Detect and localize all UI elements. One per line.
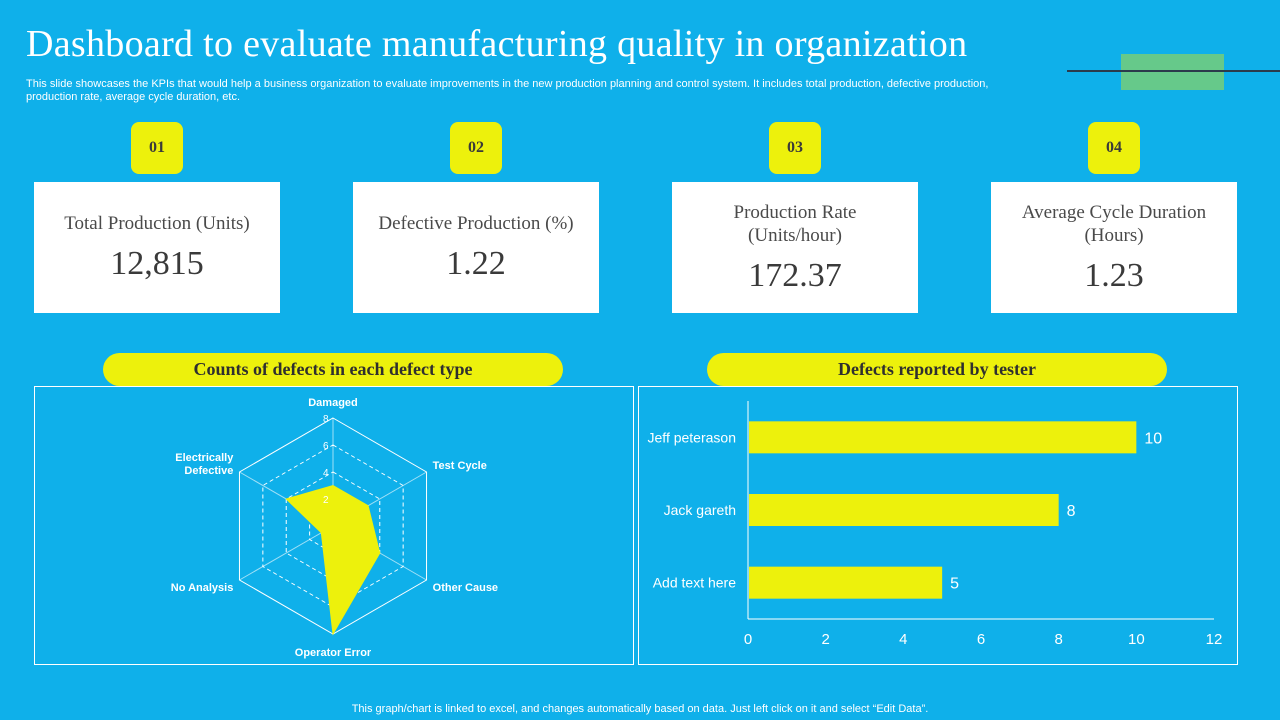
bar-x-tick-label: 10 <box>1128 631 1145 648</box>
radar-chart: 2 4 6 8 Damaged Test Cycle Other Cause Operator… <box>171 397 498 659</box>
kpi-label: Total Production (Units) <box>64 213 250 234</box>
bar-category-label: Add text here <box>653 575 736 591</box>
radar-tick-label: 2 <box>323 495 329 506</box>
bar-category-label: Jack gareth <box>664 502 736 518</box>
radar-tick-label: 4 <box>323 468 329 479</box>
bar-data-label: 5 <box>950 576 959 593</box>
bar-chart-panel: Jeff peterason 10 Jack gareth 8 Add text her… <box>638 386 1238 665</box>
decorative-bar <box>1121 54 1224 90</box>
kpi-label: Defective Production (%) <box>378 213 574 234</box>
bar-x-tick-label: 2 <box>821 631 829 648</box>
radar-axis-label: Damaged <box>308 397 358 409</box>
kpi-label: Average Cycle Duration (Hours) <box>1021 201 1207 246</box>
radar-spoke <box>239 525 334 581</box>
bar-data-label: 8 <box>1067 503 1076 520</box>
radar-section-title: Counts of defects in each defect type <box>103 353 563 386</box>
bar-data-label: 10 <box>1144 430 1162 447</box>
bar-category-label: Jeff peterason <box>648 429 736 445</box>
decorative-line <box>1067 70 1280 72</box>
kpi-badge-4: 04 <box>1088 122 1140 174</box>
bar <box>749 421 1137 454</box>
radar-axis-label: Operator Error <box>295 647 372 659</box>
radar-axis-label: Other Cause <box>433 582 498 594</box>
bar-x-tick-label: 8 <box>1054 631 1062 648</box>
kpi-value: 1.23 <box>1084 256 1144 294</box>
kpi-label: Production Rate (Units/hour) <box>733 201 857 246</box>
bar-x-tick-label: 12 <box>1206 631 1223 648</box>
kpi-badge-1: 01 <box>131 122 183 174</box>
kpi-value: 172.37 <box>748 256 842 294</box>
kpi-badge-2: 02 <box>450 122 502 174</box>
bar <box>749 494 1059 526</box>
kpi-card-total-production: Total Production (Units) 12,815 <box>34 182 280 313</box>
radar-axis-label: Test Cycle <box>433 460 487 472</box>
radar-tick-label: 6 <box>323 441 329 452</box>
page-title: Dashboard to evaluate manufacturing qual… <box>26 23 968 65</box>
kpi-value: 1.22 <box>446 245 506 282</box>
kpi-badge-3: 03 <box>769 122 821 174</box>
kpi-value: 12,815 <box>110 245 204 282</box>
radar-chart-panel: 2 4 6 8 Damaged Test Cycle Other Cause Operator… <box>34 386 634 665</box>
radar-series-area <box>285 484 381 636</box>
bar <box>749 566 943 599</box>
bar-section-title: Defects reported by tester <box>707 353 1167 386</box>
kpi-card-average-cycle: Average Cycle Duration (Hours) 1.23 <box>991 182 1237 313</box>
bar-chart: Jeff peterason 10 Jack gareth 8 Add text her… <box>648 401 1223 648</box>
bar-x-tick-label: 4 <box>899 631 907 648</box>
radar-tick-label: 8 <box>323 414 329 425</box>
radar-axis-label: No Analysis <box>171 582 234 594</box>
footer-note: This graph/chart is linked to excel, and… <box>351 703 929 715</box>
page-subtitle: This slide showcases the KPIs that would… <box>26 78 989 103</box>
bar-x-tick-label: 0 <box>744 631 752 648</box>
radar-axis-label: Electrically Defective <box>175 452 234 477</box>
kpi-card-defective-production: Defective Production (%) 1.22 <box>353 182 599 313</box>
bar-x-tick-label: 6 <box>977 631 985 648</box>
kpi-card-production-rate: Production Rate (Units/hour) 172.37 <box>672 182 918 313</box>
